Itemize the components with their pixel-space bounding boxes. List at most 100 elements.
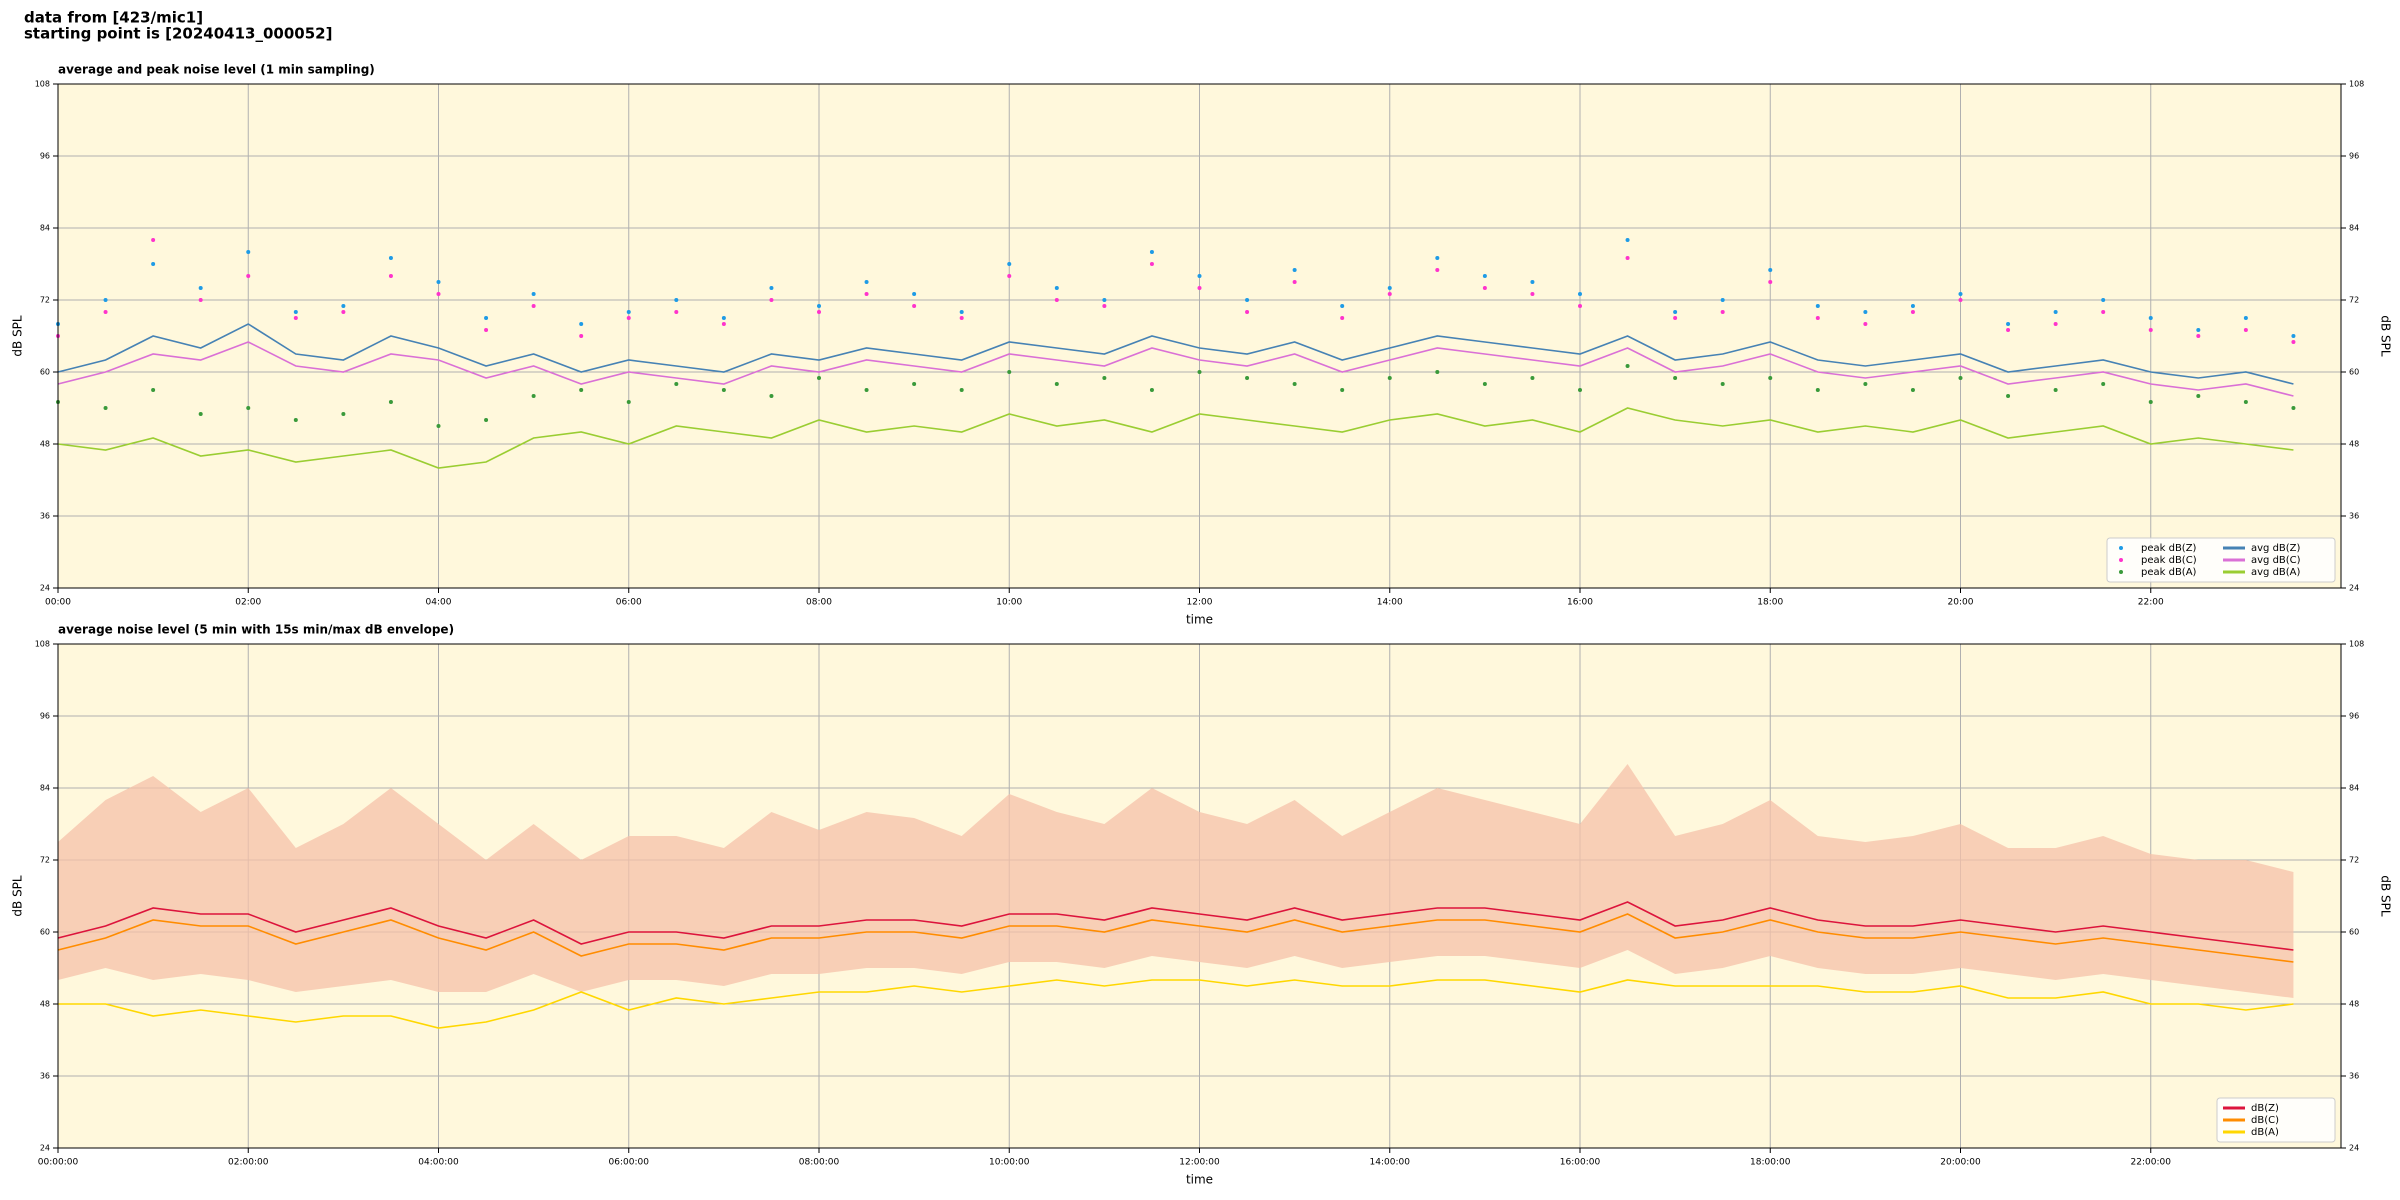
x-tick-label: 14:00 xyxy=(1377,598,1403,608)
legend-label: dB(Z) xyxy=(2251,1103,2279,1114)
peak-point xyxy=(626,316,631,320)
peak-point xyxy=(436,280,441,284)
peak-point xyxy=(1482,274,1487,278)
peak-point xyxy=(1340,388,1345,392)
peak-point xyxy=(674,382,679,386)
peak-point xyxy=(1245,376,1250,380)
x-tick-label: 04:00:00 xyxy=(418,1158,459,1168)
peak-point xyxy=(1815,316,1820,320)
peak-point xyxy=(2006,394,2011,398)
peak-point xyxy=(912,304,917,308)
peak-point xyxy=(1482,286,1487,290)
peak-point xyxy=(436,424,441,428)
peak-point xyxy=(198,412,203,416)
peak-point xyxy=(1625,364,1630,368)
peak-point xyxy=(1958,376,1963,380)
peak-point xyxy=(912,292,917,296)
peak-point xyxy=(769,394,774,398)
peak-point xyxy=(1102,376,1107,380)
peak-point xyxy=(1054,298,1059,302)
x-tick-label: 02:00 xyxy=(235,598,261,608)
peak-point xyxy=(1768,376,1773,380)
peak-point xyxy=(1435,370,1440,374)
peak-point xyxy=(1910,388,1915,392)
legend-label: avg dB(C) xyxy=(2251,555,2301,566)
peak-point xyxy=(1054,286,1059,290)
y-tick-label: 60 xyxy=(2349,368,2359,377)
peak-point xyxy=(626,400,631,404)
peak-point xyxy=(1197,286,1202,290)
y-tick-label: 96 xyxy=(2349,712,2359,721)
x-tick-label: 20:00:00 xyxy=(1940,1158,1981,1168)
y-tick-label: 72 xyxy=(40,856,50,865)
x-axis-label: time xyxy=(1186,1173,1213,1187)
peak-point xyxy=(1102,304,1107,308)
peak-point xyxy=(1245,298,1250,302)
peak-point xyxy=(864,292,869,296)
series-line xyxy=(57,323,2294,385)
x-tick-label: 22:00:00 xyxy=(2131,1158,2172,1168)
peak-point xyxy=(1863,310,1868,314)
x-tick-label: 10:00:00 xyxy=(989,1158,1030,1168)
legend-marker xyxy=(2119,558,2123,562)
peak-point xyxy=(674,298,679,302)
x-tick-label: 08:00 xyxy=(806,598,832,608)
chart-title: average and peak noise level (1 min samp… xyxy=(58,63,375,77)
peak-point xyxy=(1435,268,1440,272)
peak-point xyxy=(484,316,489,320)
peak-point xyxy=(2243,316,2248,320)
peak-point xyxy=(1149,250,1154,254)
peak-point xyxy=(1863,322,1868,326)
x-tick-label: 12:00:00 xyxy=(1179,1158,1220,1168)
peak-point xyxy=(198,286,203,290)
legend-label: avg dB(Z) xyxy=(2251,543,2301,554)
peak-point xyxy=(341,304,346,308)
peak-point xyxy=(246,406,251,410)
peak-point xyxy=(1387,376,1392,380)
y-tick-label: 84 xyxy=(2349,224,2359,233)
peak-point xyxy=(1292,382,1297,386)
y-tick-label: 60 xyxy=(40,368,50,377)
peak-point xyxy=(959,310,964,314)
peak-point xyxy=(1292,280,1297,284)
y-tick-label: 48 xyxy=(2349,1000,2359,1009)
y-tick-label: 84 xyxy=(40,784,50,793)
x-tick-label: 06:00 xyxy=(616,598,642,608)
y-tick-label: 24 xyxy=(40,584,50,593)
peak-point xyxy=(579,322,584,326)
legend-marker xyxy=(2119,546,2123,550)
x-tick-label: 06:00:00 xyxy=(609,1158,650,1168)
y-tick-label: 36 xyxy=(40,512,50,521)
x-tick-label: 08:00:00 xyxy=(799,1158,840,1168)
x-tick-label: 16:00 xyxy=(1567,598,1593,608)
peak-point xyxy=(2148,400,2153,404)
peak-point xyxy=(341,310,346,314)
peak-point xyxy=(1007,370,1012,374)
x-tick-label: 00:00 xyxy=(45,598,71,608)
peak-point xyxy=(1054,382,1059,386)
peak-point xyxy=(1578,292,1582,296)
legend xyxy=(2216,1097,2336,1143)
chart-title: average noise level (5 min with 15s min/… xyxy=(58,623,454,637)
peak-point xyxy=(1625,238,1630,242)
peak-point xyxy=(484,328,489,332)
peak-point xyxy=(1482,382,1487,386)
y-tick-label: 108 xyxy=(35,640,50,649)
plot-frame xyxy=(57,643,2342,1149)
peak-point xyxy=(1578,304,1582,308)
y-tick-label: 84 xyxy=(40,224,50,233)
y-tick-label: 60 xyxy=(2349,928,2359,937)
y-tick-label: 48 xyxy=(40,1000,50,1009)
y-tick-label: 108 xyxy=(2349,80,2364,89)
peak-point xyxy=(2101,382,2106,386)
x-tick-label: 14:00:00 xyxy=(1370,1158,1411,1168)
peak-point xyxy=(721,322,726,326)
y-tick-label: 72 xyxy=(2349,856,2359,865)
peak-point xyxy=(2291,334,2296,338)
peak-point xyxy=(531,292,536,296)
legend-marker xyxy=(2119,570,2123,574)
peak-point xyxy=(151,238,156,242)
peak-point xyxy=(2148,328,2153,332)
peak-point xyxy=(293,418,298,422)
peak-point xyxy=(103,298,108,302)
